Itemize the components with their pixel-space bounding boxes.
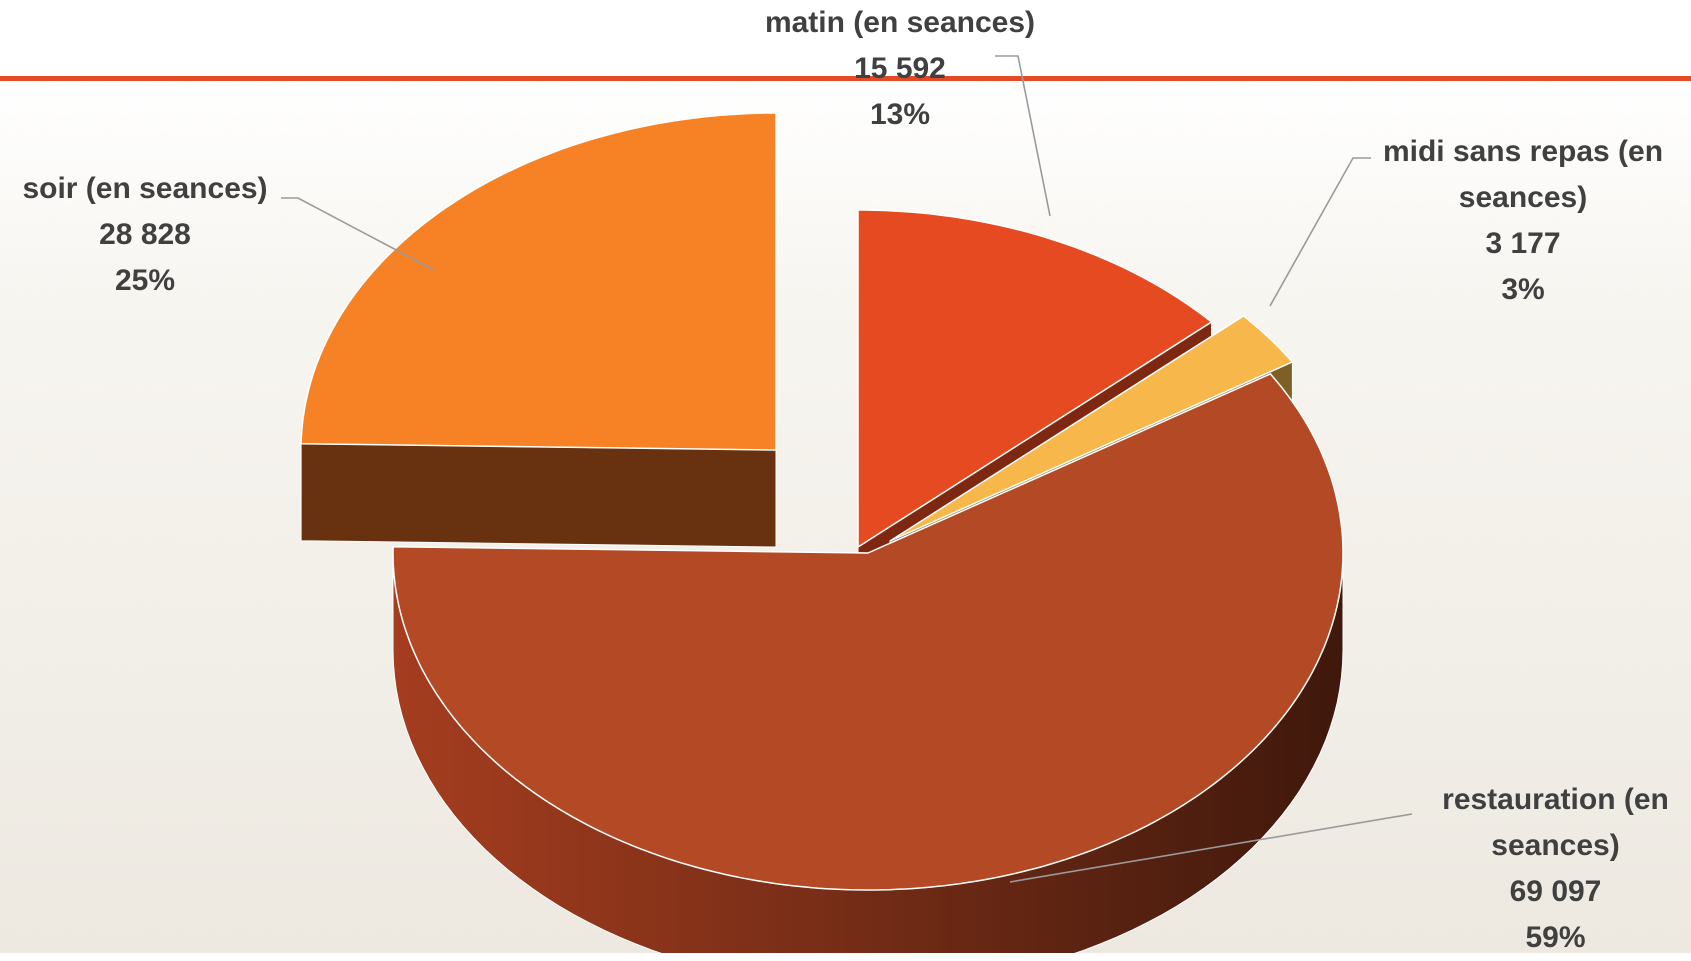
leader-line-1 xyxy=(1269,157,1371,307)
slice-label-0-name: matin (en seances) xyxy=(764,6,1036,39)
slice-2-top xyxy=(392,372,1344,891)
leader-line-0 xyxy=(995,55,1051,217)
leader-line-3 xyxy=(281,197,435,271)
slice-label-3-value: 28 828 xyxy=(99,218,191,251)
slice-3-top xyxy=(300,112,777,451)
slice-label-1-name: midi sans repas (en seances) xyxy=(1382,135,1664,214)
slice-label-0: matin (en seances) 15 592 13% xyxy=(730,0,1070,138)
slice-1-top xyxy=(889,314,1294,542)
slice-label-3-percent: 25% xyxy=(114,264,176,297)
slice-label-2: restauration (en seances) 69 097 59% xyxy=(1420,777,1691,961)
slice-label-0-value: 15 592 xyxy=(854,52,946,85)
slice-label-1-value: 3 177 xyxy=(1485,227,1561,260)
slice-label-2-value: 69 097 xyxy=(1509,875,1602,908)
slice-label-2-percent: 59% xyxy=(1525,921,1586,954)
slice-label-3-name: soir (en seances) xyxy=(22,172,268,205)
slice-3-wall-0 xyxy=(300,443,777,548)
header-rule xyxy=(0,76,1691,81)
slice-label-2-name: restauration (en seances) xyxy=(1442,783,1669,862)
slice-label-1: midi sans repas (en seances) 3 177 3% xyxy=(1355,129,1691,313)
leader-line-2 xyxy=(1009,813,1413,883)
slice-label-1-percent: 3% xyxy=(1501,273,1545,306)
slice-0-top xyxy=(857,209,1213,549)
slice-label-0-percent: 13% xyxy=(869,98,931,131)
slice-label-3: soir (en seances) 28 828 25% xyxy=(0,166,290,304)
